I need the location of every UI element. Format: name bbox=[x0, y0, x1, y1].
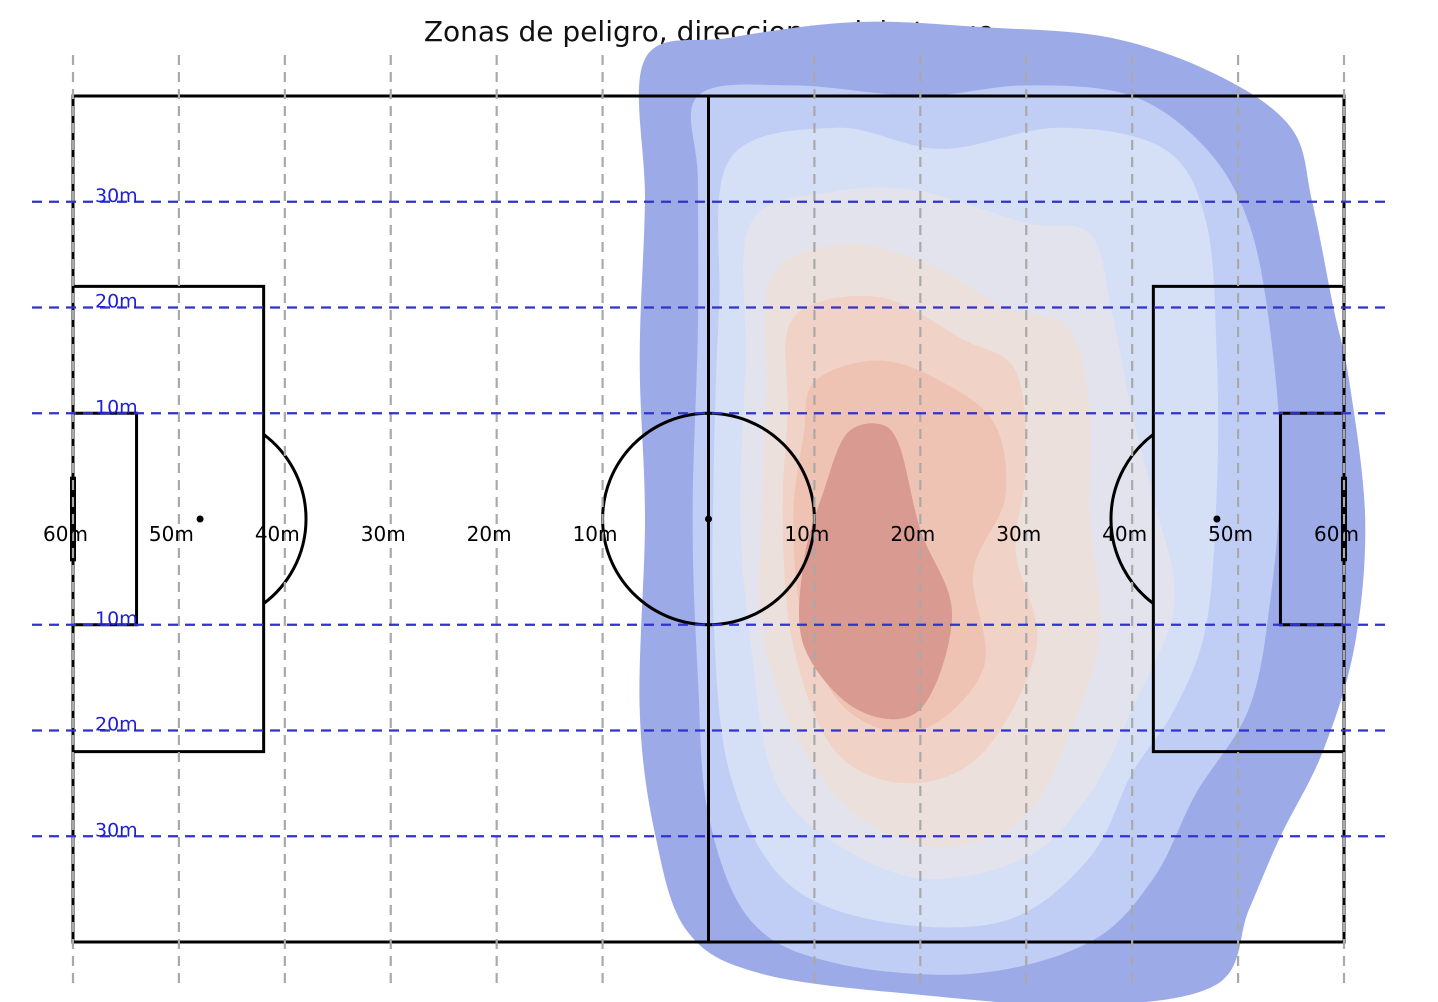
x-distance-label: 50m bbox=[149, 522, 194, 546]
x-distance-label: 10m bbox=[573, 522, 618, 546]
x-distance-label: 30m bbox=[996, 522, 1041, 546]
x-distance-label: 10m bbox=[784, 522, 829, 546]
right-penalty-spot bbox=[1213, 515, 1221, 523]
left-goal-area bbox=[73, 411, 139, 627]
density-level-8 bbox=[798, 423, 953, 720]
x-distance-label: 60m bbox=[43, 522, 88, 546]
right-penalty-arc bbox=[1109, 433, 1155, 605]
x-distance-label: 50m bbox=[1208, 522, 1253, 546]
left-penalty-spot bbox=[196, 515, 204, 523]
y-distance-label: 30m bbox=[95, 185, 138, 207]
y-distance-label: 20m bbox=[95, 291, 138, 313]
x-distance-label: 20m bbox=[467, 522, 512, 546]
y-distance-label: 30m bbox=[95, 819, 138, 841]
x-distance-label: 60m bbox=[1314, 522, 1359, 546]
y-distance-label: 10m bbox=[95, 608, 138, 630]
x-distance-label: 40m bbox=[1102, 522, 1147, 546]
x-distance-label: 40m bbox=[255, 522, 300, 546]
y-distance-label: 10m bbox=[95, 396, 138, 418]
right-penalty-box bbox=[1151, 284, 1344, 754]
left-penalty-arc bbox=[262, 433, 308, 605]
left-penalty-box bbox=[73, 284, 266, 754]
density-heatmap bbox=[638, 21, 1366, 1002]
y-distance-label: 20m bbox=[95, 714, 138, 736]
x-distance-label: 30m bbox=[361, 522, 406, 546]
x-distance-label: 20m bbox=[890, 522, 935, 546]
distance-grid: 60m 50m 40m 30m 20m 10m 10m 20m 30m 40m 50m 60m 30m 2… bbox=[32, 55, 1390, 988]
center-spot bbox=[705, 515, 712, 523]
